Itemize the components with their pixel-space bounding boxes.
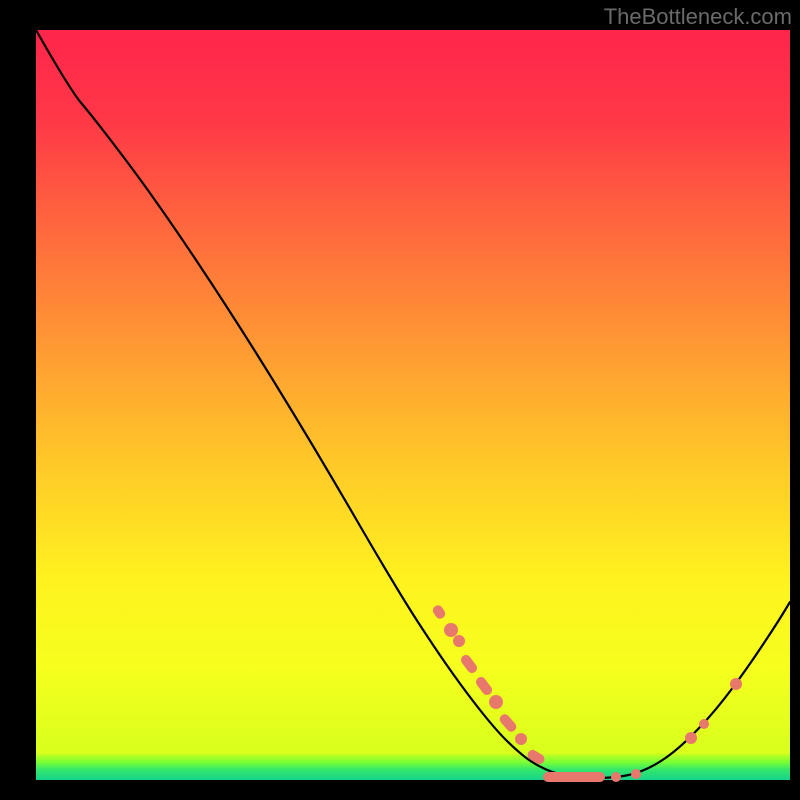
- bottleneck-curve: [36, 30, 790, 778]
- curve-overlay: [36, 30, 790, 780]
- curve-marker-pill: [459, 653, 479, 675]
- plot-area: [36, 30, 790, 780]
- curve-marker-dot: [489, 695, 503, 709]
- curve-marker-dot: [730, 678, 742, 690]
- curve-marker-dot: [685, 732, 697, 744]
- curve-marker-dot: [699, 719, 709, 729]
- curve-marker-pill: [431, 603, 447, 620]
- curve-marker-dot: [611, 772, 621, 782]
- curve-marker-hpill: [543, 772, 605, 782]
- curve-marker-dot: [444, 623, 458, 637]
- curve-marker-dot: [631, 769, 641, 779]
- curve-marker-pill: [474, 675, 494, 697]
- curve-marker-dot: [453, 635, 465, 647]
- curve-marker-pill: [498, 712, 519, 734]
- watermark-text: TheBottleneck.com: [604, 4, 792, 30]
- curve-markers: [431, 603, 742, 782]
- curve-marker-dot: [515, 733, 527, 745]
